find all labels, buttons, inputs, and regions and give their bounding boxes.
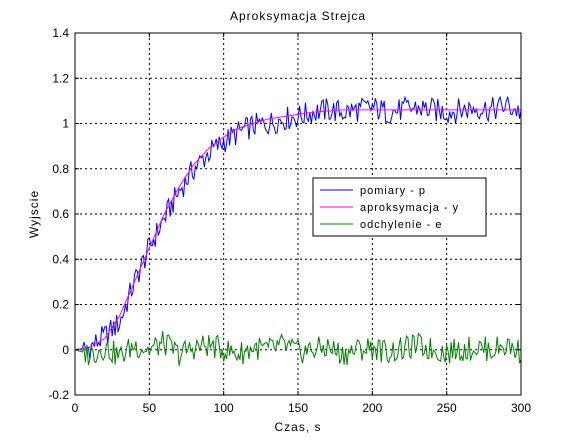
legend-entry: aproksymacja - y [360,202,459,214]
series-line-2 [74,109,521,351]
ticks: 0 50 100 150 200 250 300-0.200.20.40.60.811.21… [48,26,531,415]
series-line-1 [74,95,522,360]
x-tick-label: 300 [511,401,531,415]
y-tick-label: 0.4 [52,252,69,266]
x-tick-label: 100 [214,401,234,415]
x-tick-label: 200 [362,401,382,415]
x-axis-label: Czas, s [274,420,321,434]
chart-title: Aproksymacja Strejca [230,9,366,23]
legend-entry: odchylenie - e [360,219,443,231]
series-line-3 [74,331,522,366]
y-tick-label: 0 [62,343,69,357]
x-tick-label: 50 [143,401,157,415]
y-tick-label: 0.6 [52,207,69,221]
legend: pomiary - p aproksymacja - y odchylenie - … [312,177,487,237]
legend-entry: pomiary - p [360,185,426,197]
y-tick-label: 0.2 [52,298,69,312]
y-tick-label: 1.4 [52,26,69,40]
y-axis-label: Wyjscie [27,190,41,238]
y-tick-label: 1 [62,117,69,131]
y-tick-label: -0.2 [48,388,69,402]
y-tick-label: 1.2 [52,71,69,85]
x-tick-label: 150 [288,401,308,415]
x-tick-label: 250 [437,401,457,415]
plot-lines [74,95,522,366]
y-tick-label: 0.8 [52,162,69,176]
x-tick-label: 0 [72,401,79,415]
